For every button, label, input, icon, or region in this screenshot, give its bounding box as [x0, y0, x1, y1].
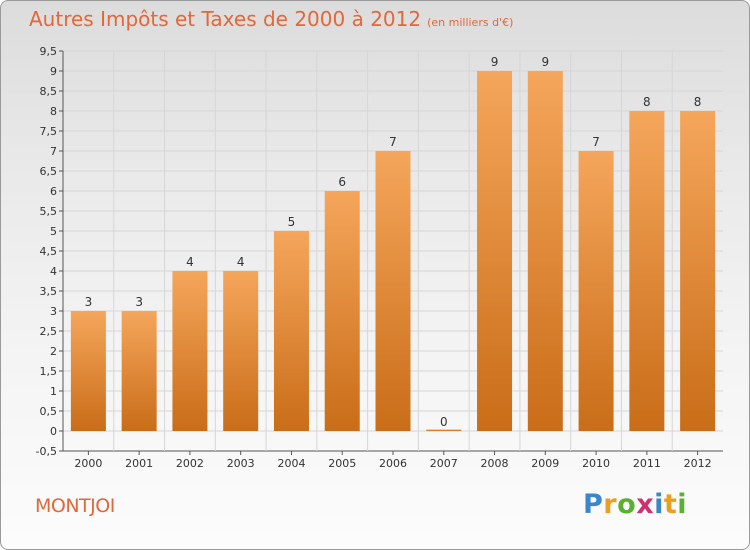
bar-value-label: 9: [491, 55, 499, 69]
commune-name: MONTJOI: [35, 495, 115, 517]
chart-title-text: Autres Impôts et Taxes de 2000 à 2012: [29, 7, 422, 31]
plot-area: -0,5 0 0,5 1 1,5 2 2,5 3 3,5 4 4,5 5 5,5 6 6,5 7 7,5 8 8,5…: [36, 45, 723, 470]
y-tick-label: 3: [50, 305, 57, 318]
y-tick-label: 4,5: [40, 245, 58, 258]
y-tick-label: 9: [50, 65, 57, 78]
bar: [223, 271, 259, 431]
y-tick-label: 8,5: [40, 85, 58, 98]
x-tick-label: 2001: [125, 457, 153, 470]
bar-value-label: 4: [186, 255, 194, 269]
bar-value-label: 7: [389, 135, 397, 149]
bar-value-label: 3: [85, 295, 93, 309]
x-tick-label: 2007: [430, 457, 458, 470]
x-tick-label: 2008: [481, 457, 509, 470]
y-tick-label: 3,5: [40, 285, 58, 298]
bar-value-label: 4: [237, 255, 245, 269]
x-tick-label: 2005: [328, 457, 356, 470]
proxiti-logo: Proxiti: [583, 489, 687, 520]
bar: [680, 111, 716, 431]
y-tick-label: 1,5: [40, 365, 58, 378]
logo-letter: i: [677, 489, 688, 520]
bar-value-label: 3: [135, 295, 143, 309]
bar-value-label: 8: [694, 95, 702, 109]
bar-value-label: 7: [592, 135, 600, 149]
bar: [121, 311, 157, 431]
y-tick-label: 6: [50, 185, 57, 198]
x-tick-label: 2006: [379, 457, 407, 470]
x-tick-label: 2011: [633, 457, 661, 470]
y-tick-label: 9,5: [40, 45, 58, 58]
x-tick-label: 2012: [684, 457, 712, 470]
logo-letter: t: [663, 489, 678, 520]
bar: [629, 111, 665, 431]
y-tick-label: 8: [50, 105, 57, 118]
chart-unit-note: (en milliers d'€): [427, 16, 514, 29]
chart-title: Autres Impôts et Taxes de 2000 à 2012 (en…: [29, 7, 513, 31]
bar: [375, 151, 411, 431]
x-tick-label: 2000: [74, 457, 102, 470]
bar: [578, 151, 614, 431]
logo-letter: o: [617, 489, 637, 520]
bar-value-label: 9: [541, 55, 549, 69]
x-tick-label: 2009: [531, 457, 559, 470]
logo-letter: P: [583, 489, 604, 520]
bar-value-label: 0: [440, 415, 448, 429]
bar: [70, 311, 106, 431]
bar: [477, 71, 513, 431]
y-tick-label: 0: [50, 425, 57, 438]
bar: [324, 191, 360, 431]
y-tick-label: 2: [50, 345, 57, 358]
x-tick-label: 2003: [227, 457, 255, 470]
y-tick-label: 7: [50, 145, 57, 158]
y-tick-label: 0,5: [40, 405, 58, 418]
bar-value-label: 5: [288, 215, 296, 229]
y-tick-label: 1: [50, 385, 57, 398]
y-tick-label: 5,5: [40, 205, 58, 218]
logo-letter: i: [654, 489, 664, 520]
x-tick-label: 2010: [582, 457, 610, 470]
logo-letter: r: [603, 489, 618, 520]
logo-letter: x: [636, 489, 655, 520]
y-tick-label: 7,5: [40, 125, 58, 138]
bar: [273, 231, 309, 431]
bar: [527, 71, 563, 431]
bar-value-label: 6: [338, 175, 346, 189]
bar: [426, 429, 462, 431]
y-tick-label: 5: [50, 225, 57, 238]
y-tick-label: 6,5: [40, 165, 58, 178]
y-tick-label: -0,5: [36, 445, 57, 458]
x-tick-label: 2004: [277, 457, 305, 470]
y-tick-label: 4: [50, 265, 57, 278]
x-tick-label: 2002: [176, 457, 204, 470]
bar-value-label: 8: [643, 95, 651, 109]
bar: [172, 271, 208, 431]
y-tick-label: 2,5: [40, 325, 58, 338]
